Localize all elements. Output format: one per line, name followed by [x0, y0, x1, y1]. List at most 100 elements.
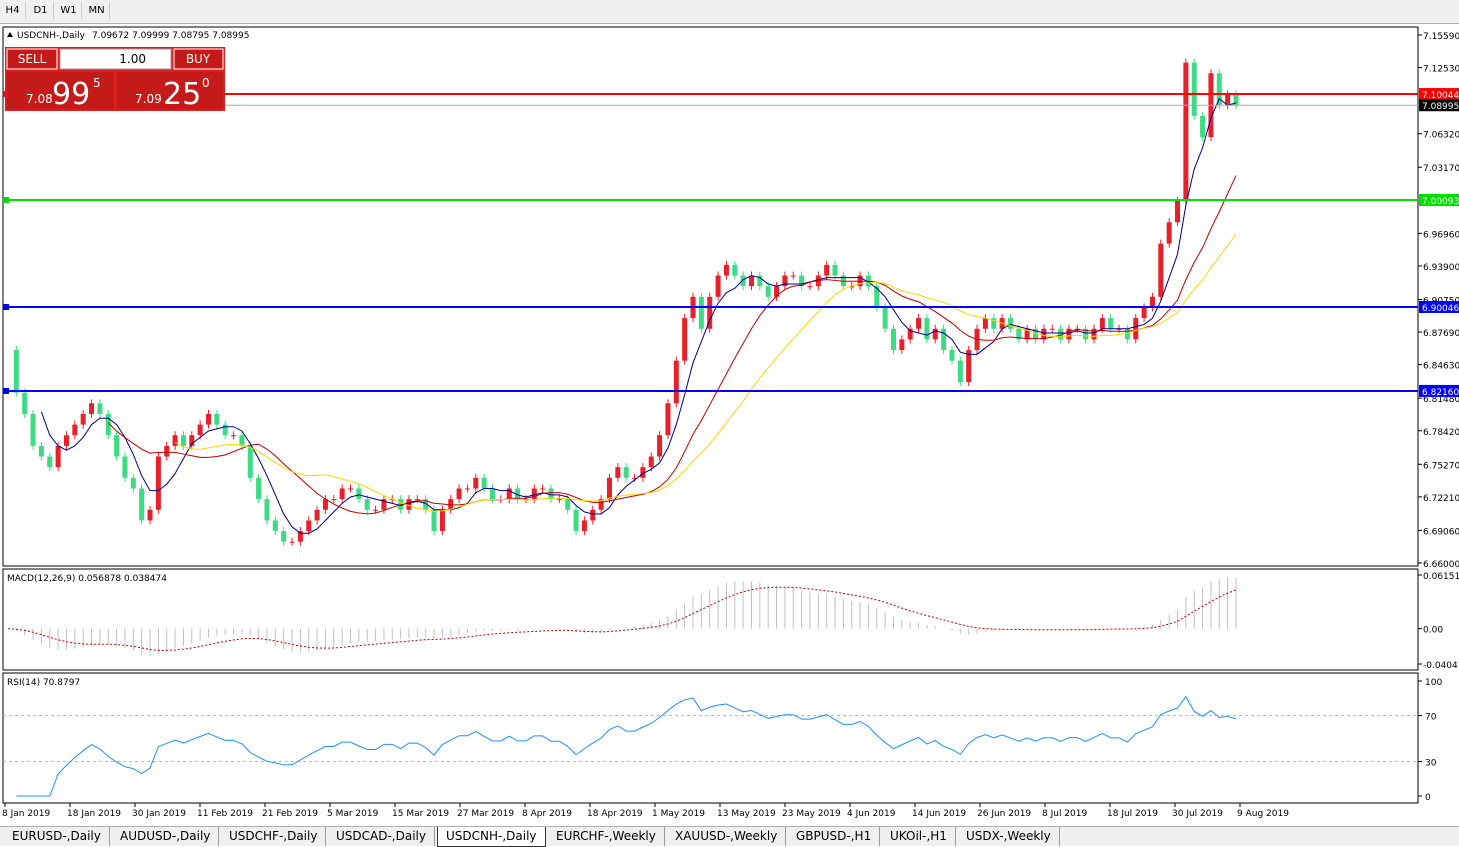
y-tick-label: 6.87690 [1423, 329, 1459, 339]
candle-body [1133, 318, 1139, 340]
candle-body [1049, 328, 1055, 330]
timeframe-button[interactable]: MN [84, 2, 110, 19]
candle-body [331, 499, 337, 501]
candle-body [824, 264, 830, 276]
y-tick-label: 6.69060 [1423, 527, 1459, 537]
level-label-bg [1419, 88, 1459, 101]
candle-body [1033, 328, 1039, 340]
ask-sup: 0 [202, 76, 210, 90]
buy-button[interactable] [173, 48, 224, 70]
ask-prefix: 7.09 [135, 92, 162, 106]
candle-body [481, 477, 487, 489]
candle-body [231, 435, 237, 437]
candle-body [890, 328, 897, 351]
candle-body [122, 456, 128, 478]
candle-body [657, 435, 663, 457]
chart-tab[interactable]: XAUUSD-,Weekly [667, 827, 787, 846]
y-tick-label: 6.66000 [1423, 560, 1459, 570]
candle-body [682, 318, 688, 361]
candle-body [473, 477, 479, 489]
candle-body [55, 445, 61, 468]
candle-body [782, 275, 788, 287]
candle-body [297, 531, 303, 542]
chart-tab[interactable]: USDCNH-,Daily [437, 827, 546, 847]
candle-body [130, 477, 136, 489]
candle-body [314, 509, 320, 521]
candle-body [540, 488, 546, 490]
y-tick-label: 6.75270 [1423, 461, 1459, 471]
volume-input[interactable] [59, 48, 172, 70]
candle-body [80, 413, 86, 425]
y-tick-label: 6.93900 [1423, 263, 1459, 273]
candle-body [347, 488, 354, 490]
symbol-label: USDCNH-,Daily [17, 31, 86, 41]
x-tick-label: 11 Feb 2019 [197, 809, 253, 819]
candle-body [1024, 328, 1030, 340]
y-tick-label: 7.12530 [1423, 65, 1459, 75]
rsi-frame [2, 672, 1419, 804]
timeframe-toolbar: H4 D1 W1 MN [0, 0, 1459, 24]
chart-tab[interactable]: GBPUSD-,H1 [788, 827, 881, 846]
candle-body [147, 509, 153, 521]
candle-body [1216, 73, 1222, 106]
chart-tab[interactable]: EURCHF-,Weekly [548, 827, 665, 846]
candle-body [356, 488, 362, 500]
candle-body [515, 488, 521, 500]
candle-body [590, 509, 596, 521]
candle-body [615, 467, 621, 478]
candle-body [957, 360, 963, 382]
candle-body [1041, 328, 1047, 340]
candle-body [339, 488, 345, 500]
chart-tab[interactable]: USDCHF-,Daily [221, 827, 327, 846]
x-tick-label: 30 Jan 2019 [132, 809, 186, 819]
chart-tab[interactable]: AUDUSD-,Daily [112, 827, 220, 846]
candle-body [114, 435, 120, 457]
candle-body [1175, 200, 1181, 223]
candle-body [47, 456, 53, 468]
x-tick-label: 8 Jul 2019 [1042, 809, 1087, 819]
candle-body [239, 435, 245, 446]
level-handle [3, 387, 9, 394]
rsi-tick-label: 70 [1425, 713, 1437, 723]
volume-value: 1.00 [119, 52, 146, 66]
candle-body [723, 264, 729, 276]
y-tick-label: 6.81480 [1423, 395, 1459, 405]
timeframe-button[interactable]: D1 [28, 2, 54, 19]
candle-body [464, 488, 470, 490]
chart-area: 7.15590 7.12530 7.06320 7.03170 6.96960 6.939… [2, 26, 1459, 819]
sell-button[interactable] [6, 48, 58, 70]
candle-body [247, 445, 253, 478]
candle-body [673, 360, 679, 404]
x-tick-label: 14 Jun 2019 [912, 809, 966, 819]
macd-tick-label: 0.061514 [1423, 572, 1459, 582]
chart-tab[interactable]: USDX-,Weekly [958, 827, 1060, 846]
bid-prefix: 7.08 [26, 92, 53, 106]
candle-body [991, 318, 997, 329]
x-tick-label: 5 Mar 2019 [327, 809, 379, 819]
macd-tick-label: -0.04047 [1423, 661, 1459, 671]
candle-body [899, 339, 905, 351]
chart-tab[interactable]: USDCAD-,Daily [328, 827, 435, 846]
candle-body [982, 318, 988, 329]
timeframe-button[interactable]: W1 [56, 2, 82, 19]
candle-body [423, 499, 429, 510]
current-price-bg [1419, 99, 1459, 112]
candle-body [924, 318, 930, 340]
candle-body [1108, 318, 1114, 329]
x-tick-label: 9 Aug 2019 [1237, 809, 1289, 819]
x-tick-label: 18 Jan 2019 [67, 809, 121, 819]
candle-body [164, 445, 170, 457]
candle-body [565, 499, 571, 510]
candle-body [105, 413, 111, 436]
candle-body [941, 328, 947, 351]
x-tick-label: 26 Jun 2019 [977, 809, 1031, 819]
candle-body [1158, 243, 1164, 297]
x-tick-label: 27 Mar 2019 [457, 809, 514, 819]
candle-body [222, 424, 228, 436]
candle-body [406, 499, 412, 510]
candle-body [715, 275, 721, 297]
chart-tab[interactable]: EURUSD-,Daily [4, 827, 110, 846]
ask-big: 25 [163, 77, 201, 112]
chart-tab[interactable]: UKOil-,H1 [882, 827, 956, 846]
timeframe-button[interactable]: H4 [0, 2, 26, 19]
